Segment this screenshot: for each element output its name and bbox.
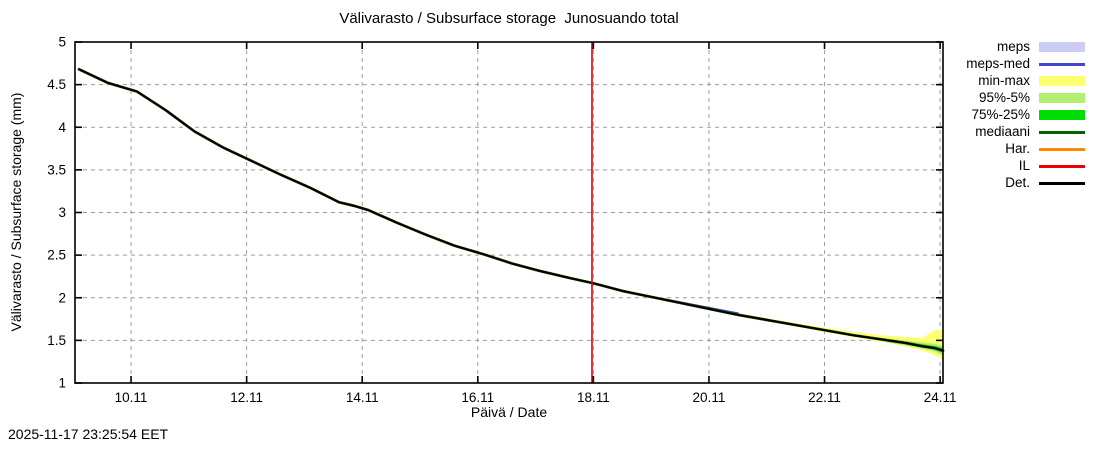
legend-item-95-5-: 95%-5% xyxy=(966,91,1085,105)
legend-swatch xyxy=(1039,130,1085,134)
legend-item-meps: meps xyxy=(966,40,1085,54)
legend-label: 95%-5% xyxy=(978,90,1030,105)
legend-swatch xyxy=(1039,93,1085,103)
render-timestamp: 2025-11-17 23:25:54 EET xyxy=(8,426,169,442)
y-tick-label: 2 xyxy=(58,290,66,305)
gridlines xyxy=(75,42,943,383)
tick-labels: 10.11 12.11 14.11 16.11 18.11 20.11 22.11 24.11… xyxy=(47,35,956,406)
x-tick-label: 16.11 xyxy=(461,390,494,405)
legend-swatch xyxy=(1039,147,1085,151)
line-series xyxy=(77,67,945,352)
y-tick-label: 2.5 xyxy=(47,248,66,263)
legend-item-mediaani: mediaani xyxy=(966,125,1085,139)
legend-item-il: IL xyxy=(966,159,1085,173)
x-axis-label: Päivä / Date xyxy=(470,404,548,420)
legend-label: 75%-25% xyxy=(971,107,1030,122)
y-tick-label: 3.5 xyxy=(47,162,66,177)
legend-item-har-: Har. xyxy=(966,142,1085,156)
legend-swatch xyxy=(1039,110,1085,120)
legend-item-75-25-: 75%-25% xyxy=(966,108,1085,122)
legend-swatch xyxy=(1039,76,1085,86)
legend-label: min-max xyxy=(978,73,1030,88)
legend-swatch xyxy=(1039,181,1085,185)
x-tick-label: 22.11 xyxy=(808,390,841,405)
y-tick-label: 4.5 xyxy=(47,77,66,92)
series-har- xyxy=(78,68,944,352)
chart-title: Välivarasto / Subsurface storage Junosua… xyxy=(339,10,679,27)
x-tick-label: 14.11 xyxy=(346,390,379,405)
legend-label: IL xyxy=(1018,158,1030,173)
x-tick-label: 12.11 xyxy=(230,390,263,405)
legend-item-min-max: min-max xyxy=(966,74,1085,88)
x-tick-label: 10.11 xyxy=(115,390,148,405)
y-tick-label: 5 xyxy=(58,35,66,50)
series-mediaani xyxy=(77,67,945,352)
x-tick-label: 18.11 xyxy=(577,390,610,405)
legend-label: Har. xyxy=(1005,141,1030,156)
series-det- xyxy=(78,68,944,352)
legend: meps meps-med min-max 95%-5% 75%-25% med… xyxy=(966,40,1085,190)
y-tick-label: 4 xyxy=(58,120,66,135)
y-tick-label: 3 xyxy=(58,205,66,220)
legend-swatch xyxy=(1039,42,1085,52)
legend-item-det-: Det. xyxy=(966,176,1085,190)
legend-label: meps-med xyxy=(966,56,1030,71)
legend-label: Det. xyxy=(1005,175,1030,190)
legend-label: meps xyxy=(996,39,1030,54)
legend-swatch xyxy=(1039,62,1085,66)
y-tick-label: 1 xyxy=(58,376,66,391)
x-tick-label: 24.11 xyxy=(924,390,957,405)
legend-swatch xyxy=(1039,164,1085,168)
legend-label: mediaani xyxy=(975,124,1030,139)
legend-item-meps-med: meps-med xyxy=(966,57,1085,71)
y-tick-label: 1.5 xyxy=(47,333,66,348)
tick-marks xyxy=(75,41,943,384)
series-il xyxy=(77,67,945,352)
x-tick-label: 20.11 xyxy=(693,390,726,405)
